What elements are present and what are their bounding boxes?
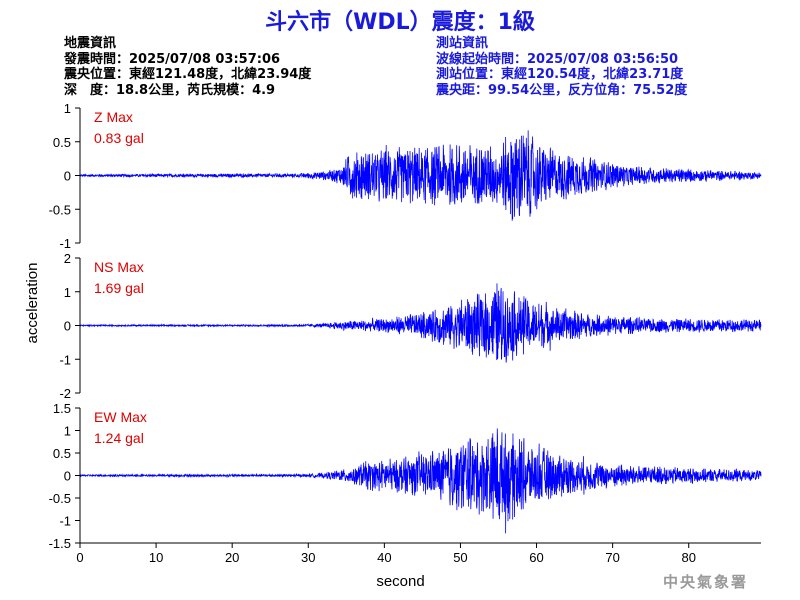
agency-watermark: 中央氣象署 bbox=[662, 573, 748, 591]
x-tick-label: 0 bbox=[76, 550, 83, 565]
max-value-ns: 1.69 gal bbox=[94, 280, 144, 296]
panel-ew: -1.5 -1 -0.5 0 0.5 1 1.5 EW Max 1.24 gal bbox=[49, 401, 762, 551]
x-tick-label: 80 bbox=[681, 550, 695, 565]
x-tick-label: 50 bbox=[453, 550, 467, 565]
max-label-ew: EW Max bbox=[94, 409, 147, 425]
max-label-z: Z Max bbox=[94, 109, 133, 125]
x-axis: 0 10 20 30 40 50 60 70 80 second bbox=[76, 542, 761, 590]
x-tick-label: 60 bbox=[529, 550, 543, 565]
panel-z: -1 -0.5 0 0.5 1 Z Max 0.83 gal bbox=[49, 101, 762, 251]
station-info: 測站資訊 波線起始時間：2025/07/08 03:56:50 測站位置：東經1… bbox=[436, 36, 687, 98]
y-tick-label: -2 bbox=[59, 386, 71, 401]
chart-title: 斗六市（WDL）震度：1級 bbox=[265, 10, 535, 35]
depth-magnitude: 深 度：18.8公里，芮氏規模：4.9 bbox=[64, 82, 276, 98]
y-tick-label: 2 bbox=[64, 251, 71, 266]
station-location: 測站位置：東經120.54度，北緯23.71度 bbox=[436, 67, 684, 82]
y-tick-label: -1 bbox=[59, 236, 71, 251]
y-tick-label: -0.5 bbox=[49, 202, 71, 217]
trace-ns bbox=[79, 283, 762, 363]
y-tick-label: -1 bbox=[59, 352, 71, 367]
wave-start-time: 波線起始時間：2025/07/08 03:56:50 bbox=[436, 51, 679, 67]
y-tick-label: 1 bbox=[64, 424, 71, 439]
station-info-heading: 測站資訊 bbox=[436, 36, 489, 51]
earthquake-info: 地震資訊 發震時間：2025/07/08 03:57:06 震央位置：東經121… bbox=[64, 36, 311, 98]
y-tick-label: -1.5 bbox=[49, 536, 71, 551]
y-tick-label: -1 bbox=[59, 514, 71, 529]
earthquake-info-heading: 地震資訊 bbox=[64, 36, 117, 51]
y-tick-label: 0 bbox=[64, 469, 71, 484]
y-tick-label: 1.5 bbox=[53, 401, 71, 416]
y-tick-label: 0 bbox=[64, 169, 71, 184]
x-tick-label: 70 bbox=[605, 550, 619, 565]
distance-azimuth: 震央距：99.54公里，反方位角：75.52度 bbox=[436, 82, 688, 98]
trace-ew bbox=[79, 428, 762, 534]
y-tick-label: 0.5 bbox=[53, 135, 71, 150]
x-tick-label: 30 bbox=[301, 550, 315, 565]
origin-time: 發震時間：2025/07/08 03:57:06 bbox=[64, 51, 281, 67]
y-tick-label: 1 bbox=[64, 285, 71, 300]
y-tick-label: 1 bbox=[64, 101, 71, 116]
y-tick-label: 0 bbox=[64, 319, 71, 334]
x-tick-label: 10 bbox=[149, 550, 163, 565]
panel-ns: -2 -1 0 1 2 NS Max 1.69 gal bbox=[59, 251, 762, 401]
max-value-z: 0.83 gal bbox=[94, 130, 144, 146]
x-tick-label: 20 bbox=[225, 550, 239, 565]
x-tick-label: 40 bbox=[377, 550, 391, 565]
max-value-ew: 1.24 gal bbox=[94, 430, 144, 446]
y-tick-label: -0.5 bbox=[49, 491, 71, 506]
trace-z bbox=[79, 130, 762, 221]
x-axis-label: second bbox=[376, 573, 424, 590]
y-axis-label: acceleration bbox=[24, 263, 41, 344]
epicenter-location: 震央位置：東經121.48度，北緯23.94度 bbox=[64, 67, 312, 82]
max-label-ns: NS Max bbox=[94, 259, 144, 275]
y-tick-label: 0.5 bbox=[53, 446, 71, 461]
